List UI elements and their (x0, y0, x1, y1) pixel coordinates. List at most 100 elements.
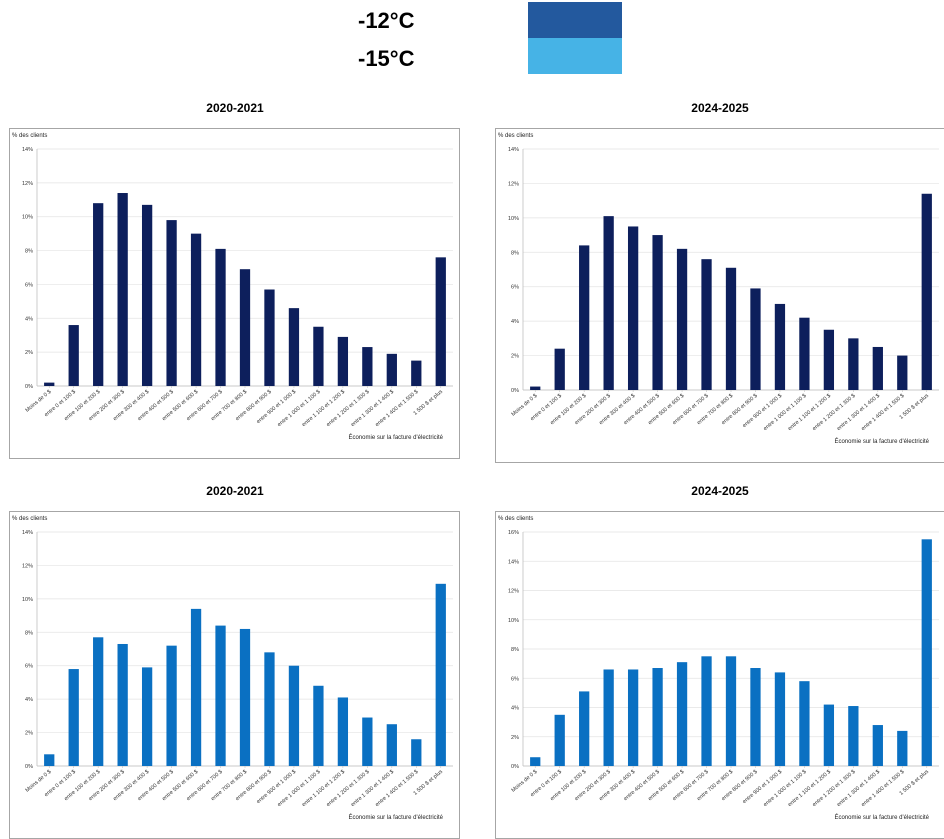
y-tick-label: 16% (508, 530, 519, 536)
bar-5 (652, 235, 663, 390)
x-tick-label: entre 1 400 et 1 500 $ (860, 393, 905, 432)
y-tick-label: 6% (25, 282, 33, 288)
bar-11 (313, 326, 324, 386)
y-tick-label: 10% (22, 215, 33, 221)
bar-11 (799, 681, 810, 766)
bar-9 (264, 289, 275, 386)
bar-6 (676, 662, 688, 766)
x-tick-label: entre 1 400 et 1 500 $ (860, 769, 905, 808)
x-tick-label: entre 1 100 et 1 200 $ (301, 769, 346, 808)
bar-15 (897, 355, 908, 390)
bar-3 (117, 643, 128, 766)
y-tick-label: 8% (511, 647, 519, 653)
chart-2020-2021-minus-15: % des clients 0% 2% 4% 6% 8% 10% 12% 14% Moins de… (9, 511, 460, 839)
bar-16 (435, 583, 446, 766)
y-tick-label: 14% (22, 147, 33, 153)
x-tick-label: entre 1 300 et 1 400 $ (836, 769, 881, 808)
legend-label-minus-12: -12°C (358, 8, 415, 33)
bar-0 (530, 757, 541, 766)
chart-title-top-left: 2020-2021 (206, 101, 264, 115)
bar-13 (362, 717, 373, 766)
bar-9 (750, 668, 761, 766)
bar-3 (117, 193, 128, 386)
y-axis-label: % des clients (12, 516, 47, 522)
y-tick-label: 14% (508, 559, 519, 565)
y-tick-label: 8% (511, 250, 519, 256)
bar-11 (799, 317, 810, 390)
bar-6 (190, 608, 202, 766)
y-tick-label: 2% (25, 731, 33, 737)
bar-9 (264, 652, 275, 766)
x-axis-label: Économie sur la facture d'électricité (834, 438, 929, 445)
bar-8 (725, 656, 737, 766)
bar-6 (190, 233, 202, 386)
bar-1 (68, 325, 79, 386)
x-tick-label: entre 1 300 et 1 400 $ (350, 769, 395, 808)
y-tick-label: 0% (25, 764, 33, 770)
y-tick-label: 4% (511, 319, 519, 325)
bar-6 (676, 248, 688, 390)
y-tick-label: 2% (511, 354, 519, 360)
bar-13 (362, 347, 373, 386)
bar-2 (579, 245, 590, 390)
bar-0 (530, 386, 541, 390)
x-tick-label: entre 1 000 et 1 100 $ (763, 769, 808, 808)
y-axis-label: % des clients (12, 133, 47, 139)
y-tick-label: 12% (22, 563, 33, 569)
y-tick-label: 12% (508, 181, 519, 187)
bar-5 (652, 668, 663, 766)
bar-14 (872, 346, 883, 390)
y-axis-label: % des clients (498, 133, 533, 139)
y-tick-label: 4% (25, 697, 33, 703)
y-tick-label: 0% (511, 764, 519, 770)
bar-7 (701, 259, 712, 390)
bar-1 (68, 669, 79, 766)
x-tick-label: entre 1 400 et 1 500 $ (374, 769, 419, 808)
x-axis-label: Économie sur la facture d'électricité (348, 814, 443, 821)
bar-2 (93, 203, 104, 386)
bar-10 (774, 303, 786, 390)
bar-16 (921, 539, 932, 766)
y-tick-label: 4% (25, 316, 33, 322)
bar-5 (166, 645, 177, 766)
bar-12 (337, 697, 349, 766)
bar-0 (44, 754, 55, 766)
y-tick-label: 4% (511, 706, 519, 712)
bar-7 (701, 656, 712, 766)
bar-2 (579, 691, 590, 766)
bar-12 (337, 336, 349, 386)
bar-4 (627, 226, 639, 390)
bar-9 (750, 288, 761, 390)
y-tick-label: 10% (508, 216, 519, 222)
x-tick-label: entre 1 000 et 1 100 $ (277, 389, 322, 428)
y-tick-label: 2% (511, 735, 519, 741)
bar-16 (435, 257, 446, 386)
x-axis-label: Économie sur la facture d'électricité (834, 814, 929, 821)
bar-8 (725, 267, 737, 390)
legend-swatch-minus-15 (528, 38, 622, 74)
bar-4 (141, 204, 153, 386)
y-tick-label: 6% (25, 664, 33, 670)
chart-2020-2021-minus-12: % des clients 0% 2% 4% 6% 8% 10% 12% 14% Moins de… (9, 128, 460, 459)
y-axis-label: % des clients (498, 516, 533, 522)
x-tick-label: entre 1 100 et 1 200 $ (787, 393, 832, 432)
y-tick-label: 6% (511, 676, 519, 682)
x-tick-label: entre 1 100 et 1 200 $ (787, 769, 832, 808)
y-tick-label: 12% (22, 181, 33, 187)
y-tick-label: 14% (22, 530, 33, 536)
chart-title-bottom-left: 2020-2021 (206, 484, 264, 498)
bar-11 (313, 685, 324, 766)
x-tick-label: entre 1 300 et 1 400 $ (350, 389, 395, 428)
bar-16 (921, 193, 932, 390)
chart-title-bottom-right: 2024-2025 (691, 484, 749, 498)
x-tick-label: entre 1 200 et 1 300 $ (326, 389, 371, 428)
bar-3 (603, 216, 614, 390)
y-tick-label: 10% (22, 597, 33, 603)
bar-12 (823, 704, 835, 766)
bar-3 (603, 669, 614, 766)
x-tick-label: entre 1 100 et 1 200 $ (301, 389, 346, 428)
bar-0 (44, 382, 55, 386)
bar-7 (215, 625, 226, 766)
bar-10 (288, 665, 300, 766)
